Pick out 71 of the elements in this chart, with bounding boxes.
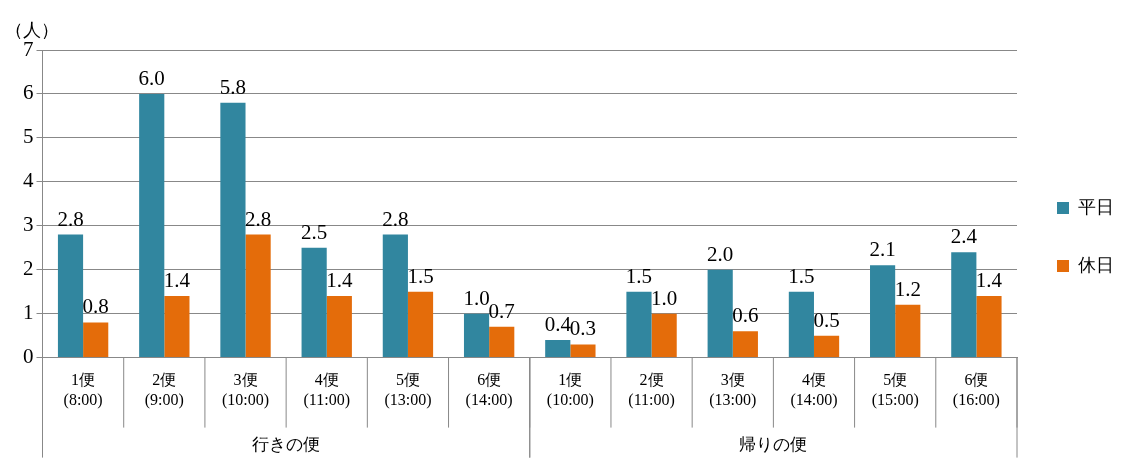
data-label: 1.0 (463, 285, 490, 310)
data-label: 1.4 (163, 268, 191, 293)
x-tick-label: 3便 (13:00) (709, 371, 757, 409)
y-tick-label: 5 (23, 124, 34, 149)
bar (164, 296, 190, 358)
data-label: 1.4 (326, 268, 353, 293)
y-tick-label: 3 (23, 212, 34, 237)
bar (976, 296, 1002, 358)
data-label: 5.8 (219, 74, 247, 99)
bar (651, 313, 677, 358)
data-label: 1.0 (651, 285, 678, 310)
bar (788, 291, 814, 358)
data-label: 1.5 (788, 263, 815, 288)
data-label: 2.8 (244, 206, 272, 231)
y-tick-label: 2 (23, 256, 34, 281)
y-tick-label: 4 (23, 168, 34, 193)
bar (895, 304, 921, 358)
x-tick-label: 5便 (15:00) (871, 371, 919, 409)
bar (813, 335, 840, 358)
bar (326, 296, 352, 358)
x-tick-label: 1便 (10:00) (546, 371, 594, 409)
data-label: 2.1 (869, 237, 896, 262)
data-label: 0.7 (488, 298, 515, 323)
bar (489, 326, 515, 358)
bar (951, 252, 977, 358)
bar (707, 269, 733, 358)
bar (407, 291, 434, 358)
data-label: 2.0 (707, 241, 734, 266)
data-label: 2.4 (950, 224, 978, 249)
x-tick-label: 4便 (11:00) (303, 371, 350, 409)
bar (732, 331, 758, 358)
bar (626, 291, 652, 358)
x-tick-label: 4便 (14:00) (790, 371, 838, 409)
bar (245, 234, 271, 358)
data-label: 1.5 (407, 263, 434, 288)
legend-label: 休日 (1078, 254, 1114, 275)
bar (301, 247, 327, 358)
data-label: 1.5 (625, 263, 653, 288)
x-tick-label: 5便 (13:00) (384, 371, 432, 409)
data-label: 0.4 (544, 312, 572, 337)
bar (382, 234, 408, 358)
data-label: 1.2 (894, 276, 921, 301)
data-label: 6.0 (138, 65, 165, 90)
text: 行きの便 (252, 435, 321, 455)
data-label: 1.4 (975, 268, 1003, 293)
data-label: 0.8 (82, 294, 109, 319)
x-tick-label: 2便 (9:00) (144, 371, 184, 409)
bar (545, 340, 571, 358)
data-label: 0.3 (569, 316, 597, 341)
x-tick-label: 6便 (14:00) (465, 371, 513, 409)
bar (870, 265, 896, 358)
y-tick-label: 0 (23, 344, 34, 369)
text: 帰りの便 (739, 435, 808, 455)
data-label: 2.8 (57, 206, 84, 231)
y-tick-label: 6 (23, 80, 34, 105)
y-tick-label: 1 (23, 300, 34, 325)
bar (463, 313, 490, 358)
data-label: 2.5 (301, 219, 328, 244)
x-tick-label: 3便 (10:00) (221, 371, 270, 409)
bar (220, 102, 246, 358)
bar (57, 234, 84, 358)
x-tick-label: 6便 (16:00) (952, 371, 1000, 409)
x-tick-label: 1便 (8:00) (63, 371, 103, 409)
legend-label: 平日 (1078, 196, 1114, 217)
bar (570, 344, 596, 358)
bar (83, 322, 109, 358)
data-label: 0.6 (732, 303, 759, 328)
data-label: 0.5 (813, 307, 840, 332)
bar (139, 93, 165, 358)
x-tick-label: 2便 (11:00) (628, 371, 675, 409)
data-label: 2.8 (382, 206, 409, 231)
